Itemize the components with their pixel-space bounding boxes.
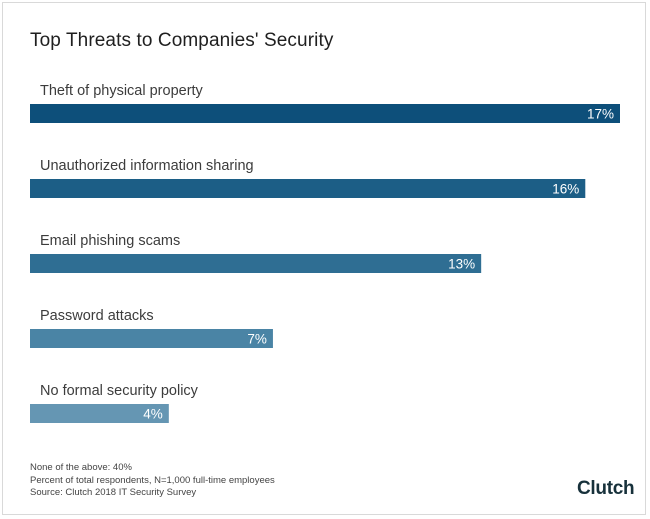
value-label: 16% [552,182,579,197]
value-label: 7% [247,332,267,347]
category-label: Unauthorized information sharing [40,158,254,174]
bar [30,104,620,123]
value-label: 13% [448,257,475,272]
value-label: 17% [587,107,614,122]
footnote-respondents: Percent of total respondents, N=1,000 fu… [30,474,275,486]
chart-title: Top Threats to Companies' Security [30,30,334,51]
category-label: Email phishing scams [40,233,180,249]
bar [30,329,273,348]
category-label: Theft of physical property [40,83,204,99]
value-label: 4% [143,407,163,422]
bar [30,179,586,198]
clutch-logo: Clutch [577,478,635,499]
category-label: No formal security policy [40,383,199,399]
footnote-source: Source: Clutch 2018 IT Security Survey [30,487,197,498]
bar [30,404,169,423]
category-label: Password attacks [40,308,154,324]
footnote-none-of-above: None of the above: 40% [30,462,132,473]
bar [30,254,482,273]
footnotes: None of the above: 40% Percent of total … [30,462,275,500]
